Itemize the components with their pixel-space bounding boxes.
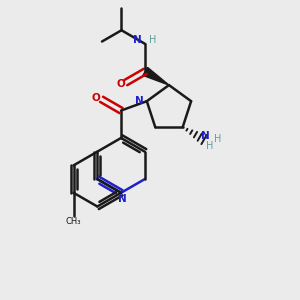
- Text: H: H: [149, 35, 157, 45]
- Polygon shape: [143, 68, 169, 85]
- Text: O: O: [116, 79, 125, 89]
- Text: H: H: [214, 134, 221, 144]
- Text: N: N: [118, 194, 127, 204]
- Text: H: H: [206, 140, 213, 151]
- Text: N: N: [135, 96, 144, 106]
- Text: N: N: [133, 35, 142, 45]
- Text: CH₃: CH₃: [66, 217, 81, 226]
- Text: N: N: [201, 131, 210, 141]
- Text: O: O: [91, 93, 100, 103]
